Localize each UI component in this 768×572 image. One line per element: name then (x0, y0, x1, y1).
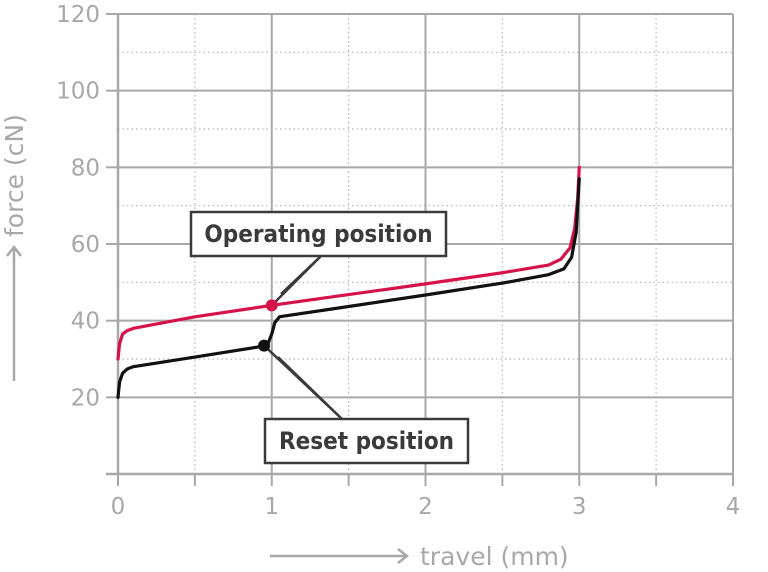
callout-label: Reset position (279, 427, 454, 455)
callout-marker (265, 299, 278, 312)
y-tick-label: 60 (71, 232, 100, 258)
callout-leader-line (263, 344, 343, 420)
callout-box (263, 417, 470, 465)
y-tick-label: 20 (71, 385, 100, 411)
x-axis-arrow-head (397, 548, 410, 564)
y-tick-label: 80 (71, 155, 100, 181)
callout-label: Operating position (204, 220, 432, 248)
x-tick-label: 3 (572, 494, 587, 520)
y-tick-label: 120 (56, 2, 100, 28)
y-tick-label: 40 (71, 309, 100, 335)
annotations: Operating position Reset position (189, 210, 470, 465)
callout-marker (258, 339, 271, 352)
series-line-2 (116, 177, 581, 399)
tick-labels: 20 40 60 80 100 120 0 1 2 3 4 (56, 2, 740, 520)
series-lines (116, 165, 581, 399)
x-tick-label: 0 (111, 494, 126, 520)
x-tick-label: 1 (264, 494, 279, 520)
x-tick-label: 2 (418, 494, 433, 520)
y-axis-arrow-head (6, 244, 22, 257)
callout-box (189, 210, 448, 258)
axis-titles: travel (mm) force (cN) (0, 114, 569, 571)
y-tick-label: 100 (56, 79, 100, 105)
x-axis-title: travel (mm) (420, 542, 569, 571)
series-line-1 (116, 165, 581, 361)
x-tick-label: 4 (726, 494, 741, 520)
y-axis-title: force (cN) (0, 114, 29, 237)
